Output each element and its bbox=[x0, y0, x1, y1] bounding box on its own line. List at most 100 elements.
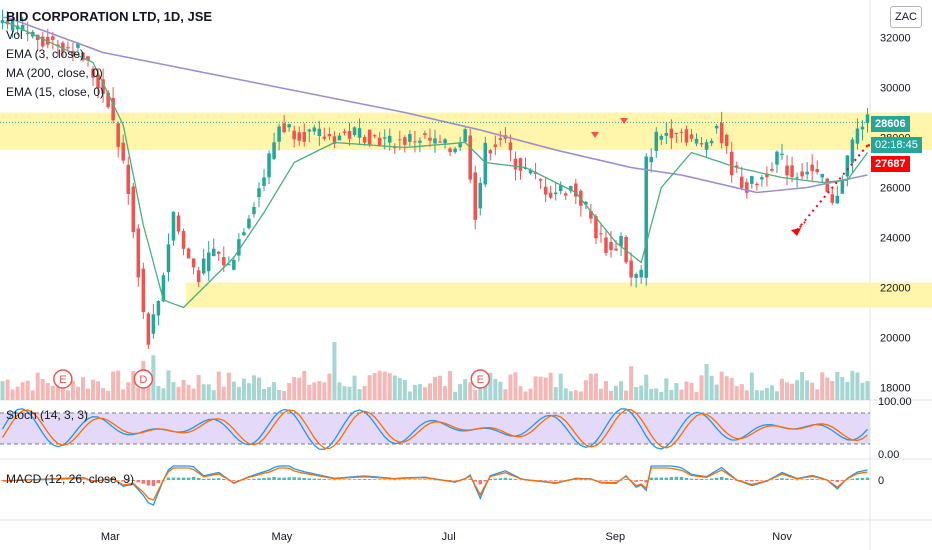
candle bbox=[659, 135, 664, 140]
macd-histogram-bar bbox=[750, 480, 754, 482]
macd-histogram-bar bbox=[146, 480, 151, 486]
volume-bar bbox=[548, 372, 553, 400]
volume-bar bbox=[357, 389, 362, 400]
indicator-ema3-label[interactable]: EMA (3, close) bbox=[6, 47, 85, 61]
volume-bar bbox=[493, 379, 498, 400]
volume-bar bbox=[327, 373, 332, 400]
candle bbox=[0, 19, 5, 24]
macd-histogram-bar bbox=[473, 480, 477, 482]
time-tick-label: Nov bbox=[772, 531, 792, 543]
macd-histogram-bar bbox=[684, 477, 689, 480]
volume-bar bbox=[855, 372, 860, 400]
macd-histogram-bar bbox=[252, 478, 256, 480]
candle bbox=[25, 32, 30, 34]
volume-bar bbox=[443, 386, 448, 400]
volume-bar bbox=[40, 379, 45, 400]
candle bbox=[478, 182, 483, 209]
volume-bar bbox=[181, 379, 186, 400]
candle bbox=[644, 156, 648, 278]
macd-histogram-bar bbox=[644, 480, 648, 483]
macd-histogram-bar bbox=[654, 477, 659, 480]
candle bbox=[121, 142, 125, 161]
stoch-k-line bbox=[1, 408, 868, 450]
macd-histogram-bar bbox=[372, 479, 377, 480]
macd-histogram-bar bbox=[337, 479, 342, 481]
macd-histogram-bar bbox=[362, 479, 367, 480]
macd-histogram-bar bbox=[724, 478, 729, 480]
ma200-line bbox=[2, 16, 868, 194]
volume-bar bbox=[121, 389, 126, 400]
candle bbox=[458, 142, 462, 148]
indicator-vol-label[interactable]: Vol bbox=[6, 28, 23, 42]
candle bbox=[181, 231, 186, 249]
event-marker bbox=[133, 369, 154, 389]
volume-bar bbox=[407, 391, 412, 400]
macd-histogram-bar bbox=[282, 477, 286, 480]
macd-histogram-bar bbox=[850, 478, 855, 480]
macd-histogram-bar bbox=[121, 480, 125, 482]
macd-histogram-bar bbox=[156, 480, 161, 483]
volume-bar bbox=[473, 390, 478, 400]
volume-bar bbox=[704, 364, 709, 400]
volume-bar bbox=[739, 384, 744, 400]
candle bbox=[222, 256, 226, 266]
macd-histogram-bar bbox=[699, 479, 704, 480]
macd-histogram-bar bbox=[76, 479, 80, 481]
candle bbox=[745, 182, 749, 193]
volume-bar bbox=[790, 383, 795, 400]
candle bbox=[116, 123, 120, 147]
volume-bar bbox=[699, 375, 704, 400]
macd-histogram-bar bbox=[106, 479, 110, 481]
time-tick-label: Sep bbox=[606, 531, 626, 543]
indicator-ema15-label[interactable]: EMA (15, close, 0) bbox=[6, 85, 105, 99]
candle bbox=[161, 275, 166, 302]
zone-support bbox=[186, 282, 932, 308]
candle bbox=[719, 122, 724, 144]
macd-histogram-bar bbox=[855, 478, 860, 480]
candle bbox=[211, 248, 216, 257]
candle bbox=[750, 176, 754, 184]
macd-histogram-bar bbox=[81, 479, 85, 480]
volume-bar bbox=[674, 383, 679, 400]
candle bbox=[307, 129, 312, 132]
macd-histogram-bar bbox=[322, 479, 327, 480]
candle bbox=[840, 181, 845, 194]
macd-histogram-bar bbox=[775, 478, 779, 480]
macd-histogram-bar bbox=[810, 478, 814, 480]
macd-histogram-bar bbox=[674, 476, 679, 480]
macd-histogram-bar bbox=[755, 480, 759, 481]
volume-bar bbox=[397, 377, 402, 400]
last-price-tag: 28606 bbox=[871, 116, 910, 132]
chart-title: BID CORPORATION LTD, 1D, JSE bbox=[6, 9, 213, 24]
macd-histogram-bar bbox=[483, 480, 488, 482]
stoch-label[interactable]: Stoch (14, 3, 3) bbox=[6, 408, 89, 422]
candle bbox=[865, 114, 870, 124]
candle bbox=[166, 244, 171, 273]
macd-histogram-bar bbox=[709, 478, 714, 480]
candle bbox=[377, 137, 382, 147]
macd-label[interactable]: MACD (12, 26, close, 9) bbox=[6, 472, 135, 486]
macd-histogram-bar bbox=[780, 478, 784, 480]
macd-histogram-bar bbox=[297, 477, 301, 480]
indicator-ma200-label[interactable]: MA (200, close, 0) bbox=[6, 66, 103, 80]
volume-bar bbox=[543, 377, 548, 400]
candle bbox=[734, 165, 739, 167]
candle bbox=[634, 274, 638, 278]
macd-histogram-bar bbox=[136, 480, 141, 483]
volume-bar bbox=[241, 378, 246, 400]
macd-histogram-bar bbox=[186, 477, 191, 480]
macd-histogram-bar bbox=[141, 480, 146, 484]
macd-histogram-bar bbox=[277, 477, 281, 480]
event-marker-label: E bbox=[477, 374, 484, 386]
macd-histogram-bar bbox=[493, 478, 498, 480]
candle bbox=[428, 137, 432, 141]
volume-bar bbox=[136, 387, 141, 400]
currency-button[interactable]: ZAC bbox=[890, 6, 922, 28]
price-tick-label: 18000 bbox=[880, 383, 911, 395]
volume-bar bbox=[578, 391, 583, 400]
candle bbox=[619, 236, 623, 247]
volume-bar bbox=[111, 371, 116, 400]
candle bbox=[523, 167, 528, 169]
volume-bar bbox=[734, 386, 739, 400]
